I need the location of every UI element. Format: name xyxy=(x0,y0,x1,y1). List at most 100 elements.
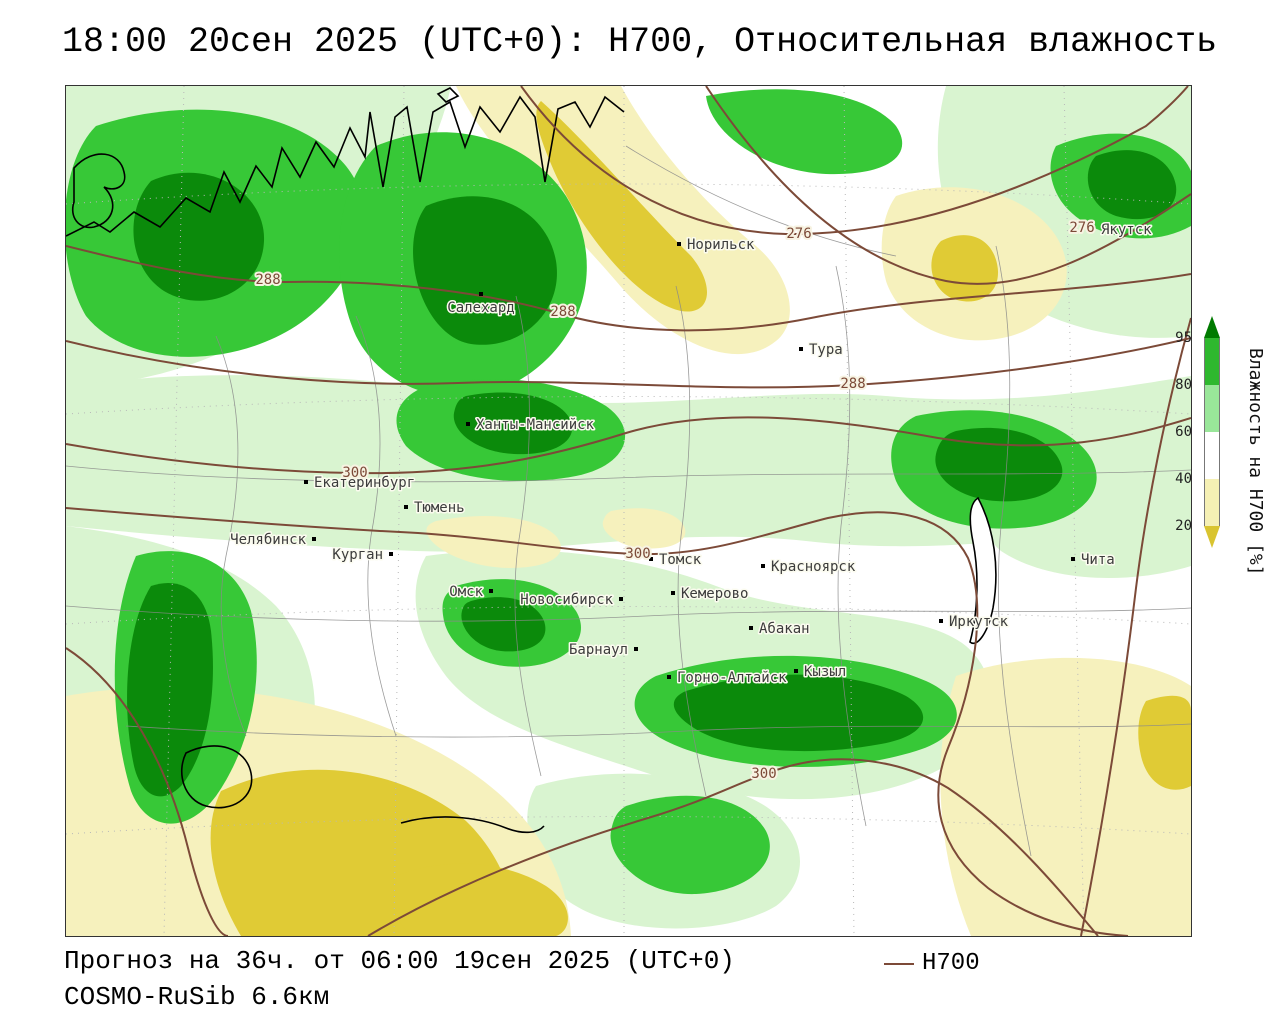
city-marker: Якутск xyxy=(1091,221,1154,240)
isoline-label: 276 xyxy=(1069,220,1094,236)
lake-balkhash xyxy=(400,816,545,834)
humidity-fill-medium-yellow xyxy=(210,101,1191,936)
model-info: COSMO-RuSib 6.6км xyxy=(64,982,330,1012)
isoline-legend: H700 xyxy=(884,950,980,977)
city-label: Якутск xyxy=(1101,222,1152,238)
humidity-fill-dark-green xyxy=(127,150,1177,797)
colorbar-segments xyxy=(1204,338,1220,526)
isoline-label: 300 xyxy=(625,546,650,562)
city-dot xyxy=(489,589,493,593)
city-marker: Тура xyxy=(799,341,844,360)
city-marker: Красноярск xyxy=(761,558,857,577)
colorbar-label: Влажность на H700 [%] xyxy=(1245,348,1266,576)
city-marker: Абакан xyxy=(749,620,811,639)
city-dot xyxy=(1091,227,1095,231)
city-marker: Барнаул xyxy=(567,641,638,660)
city-marker: Норильск xyxy=(677,236,757,255)
city-dot xyxy=(677,242,681,246)
city-dot xyxy=(1071,557,1075,561)
city-label: Омск xyxy=(449,584,483,600)
colorbar-tick: 95 xyxy=(1175,330,1192,346)
isoline-label: 288 xyxy=(840,376,865,392)
city-label: Екатеринбург xyxy=(314,475,415,491)
colorbar-segment xyxy=(1204,479,1220,526)
colorbar-segment xyxy=(1204,385,1220,432)
city-dot xyxy=(619,597,623,601)
humidity-map-svg: Норильск Якутск Салехард Тура Ханты-Мансийск… xyxy=(66,86,1191,936)
city-marker: Кызыл xyxy=(794,663,848,682)
city-label: Барнаул xyxy=(569,642,628,658)
city-dot xyxy=(634,647,638,651)
city-marker: Ханты-Мансийск xyxy=(466,416,596,435)
isoline-label: 288 xyxy=(550,304,575,320)
city-label: Челябинск xyxy=(230,532,306,548)
colorbar-ticks: 95 80 60 40 20 xyxy=(1156,330,1198,540)
city-label: Кызыл xyxy=(804,664,846,680)
city-marker: Омск xyxy=(448,583,493,602)
city-label: Салехард xyxy=(447,300,514,316)
city-label: Кемерово xyxy=(681,586,748,602)
colorbar-tick: 20 xyxy=(1175,518,1192,534)
city-dot xyxy=(939,619,943,623)
colorbar-arrow-top xyxy=(1204,316,1220,338)
city-label: Чита xyxy=(1081,552,1115,568)
coastlines xyxy=(66,87,997,834)
page-title: 18:00 20сен 2025 (UTC+0): H700, Относите… xyxy=(62,22,1218,62)
legend-label: H700 xyxy=(922,950,980,977)
city-label: Тюмень xyxy=(414,500,465,516)
city-marker: Челябинск xyxy=(229,531,316,550)
city-dot xyxy=(389,552,393,556)
city-dot xyxy=(749,626,753,630)
city-label: Иркутск xyxy=(949,614,1009,630)
city-label: Абакан xyxy=(759,621,810,637)
isoline-label: 300 xyxy=(342,465,367,481)
graticule xyxy=(66,86,1191,936)
white-sea-coast xyxy=(72,153,126,229)
map-area: Норильск Якутск Салехард Тура Ханты-Мансийск… xyxy=(65,85,1192,937)
colorbar-tick: 40 xyxy=(1175,471,1192,487)
city-dot xyxy=(794,669,798,673)
colorbar-tick: 80 xyxy=(1175,377,1192,393)
isoline-label: 276 xyxy=(786,226,811,242)
city-marker: Салехард xyxy=(446,292,516,318)
city-dot xyxy=(479,292,483,296)
isoline-label: 300 xyxy=(751,766,776,782)
city-marker: Чита xyxy=(1071,551,1116,570)
south-lake xyxy=(181,745,253,809)
humidity-colorbar xyxy=(1204,316,1220,548)
isoline-label: 288 xyxy=(255,272,280,288)
city-label: Норильск xyxy=(687,237,755,253)
city-marker: Горно-Алтайск xyxy=(667,669,789,688)
city-label: Красноярск xyxy=(771,559,856,575)
city-label: Курган xyxy=(332,547,383,563)
city-label: Новосибирск xyxy=(520,592,613,608)
colorbar-tick: 60 xyxy=(1175,424,1192,440)
city-marker: Томск xyxy=(649,551,703,570)
colorbar-segment xyxy=(1204,338,1220,385)
city-dot xyxy=(312,537,316,541)
city-dot xyxy=(761,564,765,568)
city-dot xyxy=(667,675,671,679)
legend-line xyxy=(884,962,914,965)
forecast-info: Прогноз на 36ч. от 06:00 19сен 2025 (UTC… xyxy=(64,946,735,976)
admin-boundaries xyxy=(66,145,1191,857)
geopotential-isolines xyxy=(66,86,1191,936)
city-marker: Новосибирск xyxy=(519,591,623,610)
city-dot xyxy=(404,505,408,509)
city-marker: Екатеринбург xyxy=(304,474,417,493)
city-dot xyxy=(671,591,675,595)
city-dot xyxy=(466,422,470,426)
city-marker: Тюмень xyxy=(404,499,466,518)
city-marker: Курган xyxy=(331,546,393,565)
city-dot xyxy=(799,347,803,351)
city-marker: Кемерово xyxy=(671,585,750,604)
colorbar-arrow-bottom xyxy=(1204,526,1220,548)
city-dot xyxy=(304,480,308,484)
city-marker: Иркутск xyxy=(939,613,1010,632)
arctic-island xyxy=(436,87,460,103)
city-label: Ханты-Мансийск xyxy=(476,417,595,433)
arctic-coastline xyxy=(66,95,625,237)
city-label: Тура xyxy=(809,342,843,358)
city-label: Томск xyxy=(659,552,702,568)
colorbar-segment xyxy=(1204,432,1220,479)
